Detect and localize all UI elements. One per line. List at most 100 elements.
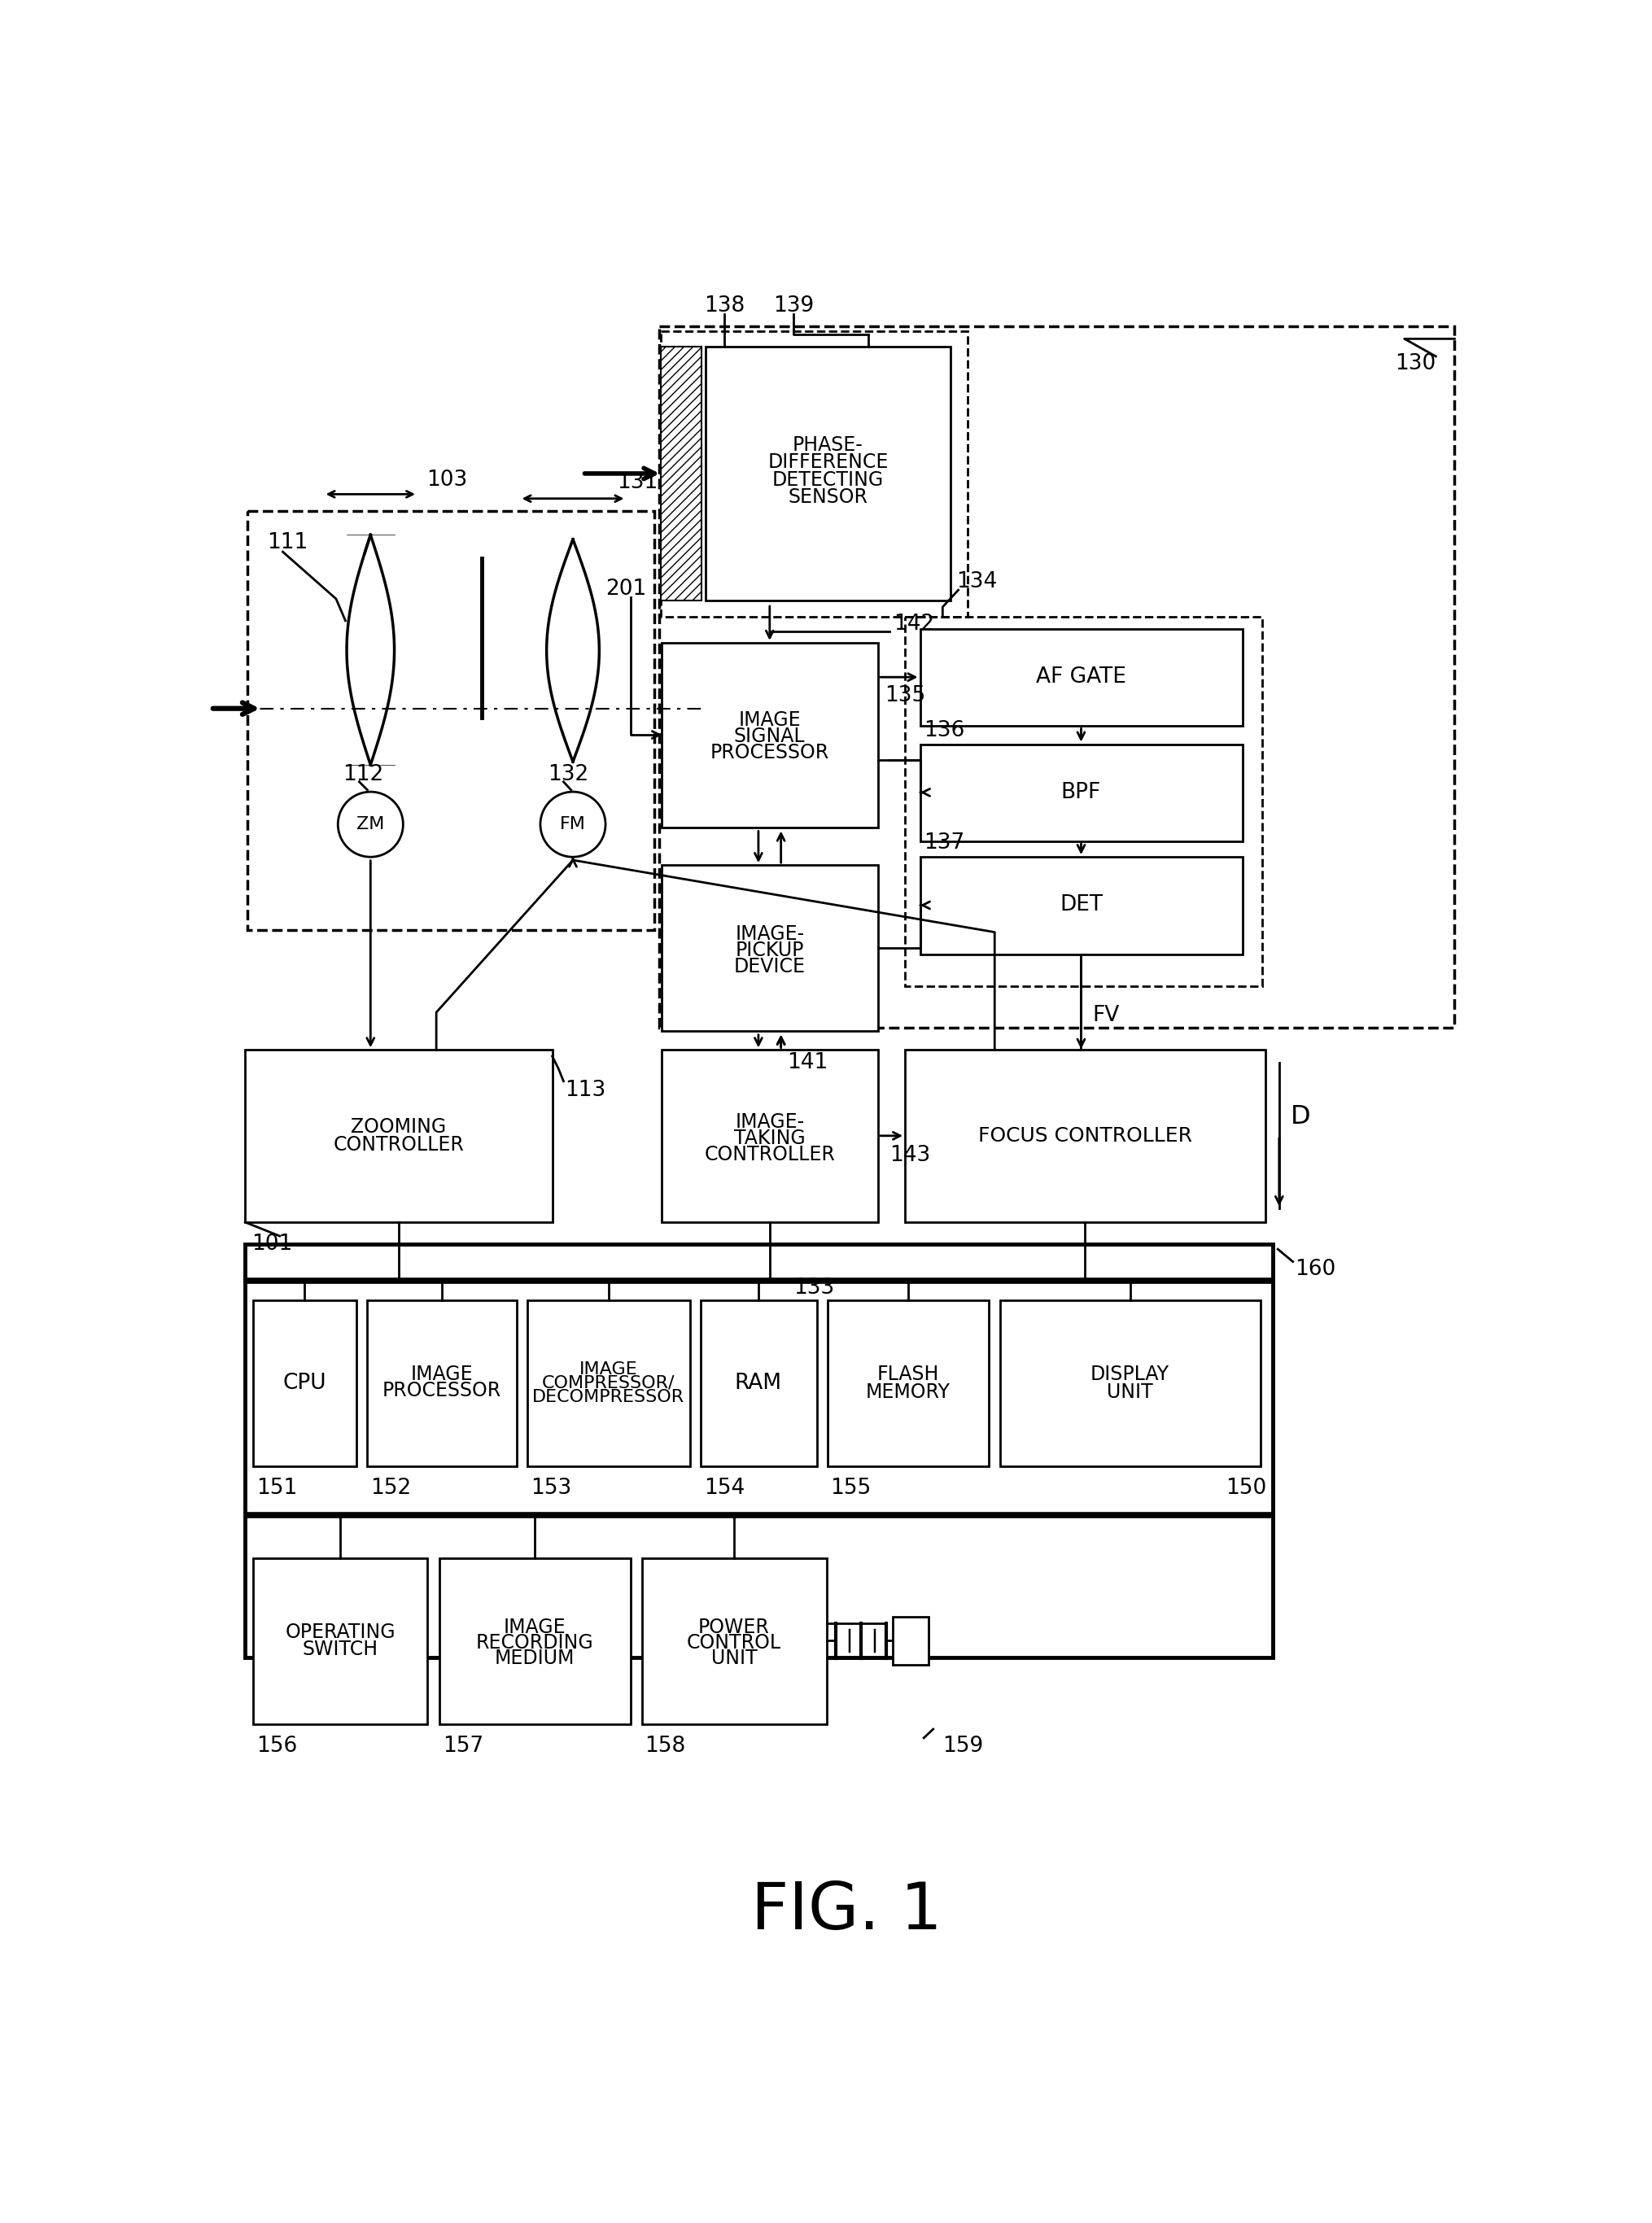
Text: 135: 135 <box>884 685 925 707</box>
Text: D: D <box>1290 1105 1310 1129</box>
Text: PHASE-: PHASE- <box>793 436 862 453</box>
Text: CONTROL: CONTROL <box>686 1634 781 1652</box>
Text: 160: 160 <box>1294 1258 1335 1280</box>
Text: 131: 131 <box>616 471 657 494</box>
Bar <box>253 1558 428 1725</box>
Text: 150: 150 <box>1226 1478 1265 1498</box>
Text: 132: 132 <box>547 765 588 785</box>
Circle shape <box>337 791 403 856</box>
Text: FIG. 1: FIG. 1 <box>752 1881 942 1943</box>
Text: 137: 137 <box>923 834 965 854</box>
Text: FV: FV <box>1092 1005 1118 1027</box>
Text: IMAGE-: IMAGE- <box>735 925 805 945</box>
Text: COMPRESSOR/: COMPRESSOR/ <box>542 1376 674 1392</box>
Text: IMAGE: IMAGE <box>738 709 801 729</box>
Bar <box>253 1300 357 1467</box>
Bar <box>700 1300 816 1467</box>
Text: 112: 112 <box>342 765 383 785</box>
Text: UNIT: UNIT <box>1107 1383 1153 1403</box>
Bar <box>244 1049 552 1223</box>
Bar <box>246 511 654 929</box>
Bar <box>920 856 1242 954</box>
Text: SWITCH: SWITCH <box>302 1641 378 1658</box>
Bar <box>705 347 950 600</box>
Text: 155: 155 <box>829 1478 871 1498</box>
Text: 156: 156 <box>256 1736 297 1756</box>
Bar <box>920 629 1242 727</box>
Text: SIGNAL: SIGNAL <box>733 727 805 745</box>
Text: 159: 159 <box>942 1736 983 1756</box>
Text: DET: DET <box>1059 894 1102 916</box>
Text: IMAGE: IMAGE <box>504 1616 565 1636</box>
Bar <box>659 327 1454 1027</box>
Text: 103: 103 <box>426 469 468 491</box>
Bar <box>892 1616 928 1665</box>
Circle shape <box>540 791 605 856</box>
Bar <box>661 347 700 600</box>
Text: 153: 153 <box>530 1478 572 1498</box>
Text: 139: 139 <box>773 296 813 318</box>
Text: CONTROLLER: CONTROLLER <box>704 1145 834 1165</box>
Text: AF GATE: AF GATE <box>1036 667 1125 687</box>
Text: 130: 130 <box>1394 353 1436 373</box>
Text: RECORDING: RECORDING <box>476 1634 593 1652</box>
Text: BPF: BPF <box>1061 782 1100 803</box>
Bar <box>661 642 877 827</box>
Text: FLASH: FLASH <box>877 1365 938 1385</box>
Text: TAKING: TAKING <box>733 1129 805 1147</box>
Text: 143: 143 <box>889 1145 930 1167</box>
Bar <box>920 745 1242 840</box>
Bar <box>244 1245 1272 1658</box>
Text: 158: 158 <box>644 1736 686 1756</box>
Text: ZOOMING: ZOOMING <box>350 1118 446 1136</box>
Text: OPERATING: OPERATING <box>286 1623 395 1643</box>
Bar <box>661 865 877 1031</box>
Text: UNIT: UNIT <box>710 1649 757 1667</box>
Text: DIFFERENCE: DIFFERENCE <box>767 453 887 471</box>
Text: 136: 136 <box>923 720 965 740</box>
Bar <box>905 616 1262 987</box>
Text: PICKUP: PICKUP <box>735 940 803 960</box>
Text: 133: 133 <box>793 1278 834 1298</box>
Text: MEDIUM: MEDIUM <box>494 1649 575 1667</box>
Text: DISPLAY: DISPLAY <box>1090 1365 1170 1385</box>
Text: CONTROLLER: CONTROLLER <box>334 1134 464 1154</box>
Text: POWER: POWER <box>697 1616 770 1636</box>
Bar <box>661 1049 877 1223</box>
Text: 141: 141 <box>786 1051 828 1074</box>
Text: ZM: ZM <box>357 816 385 834</box>
Text: IMAGE-: IMAGE- <box>735 1112 805 1132</box>
Text: DETECTING: DETECTING <box>771 469 884 489</box>
Text: 154: 154 <box>704 1478 745 1498</box>
Text: 151: 151 <box>256 1478 297 1498</box>
Text: FOCUS CONTROLLER: FOCUS CONTROLLER <box>978 1127 1191 1145</box>
Text: PROCESSOR: PROCESSOR <box>382 1380 501 1400</box>
Text: SENSOR: SENSOR <box>788 487 867 507</box>
Text: IMAGE: IMAGE <box>580 1360 638 1378</box>
Text: FM: FM <box>560 816 585 834</box>
Text: MEMORY: MEMORY <box>866 1383 950 1403</box>
Text: 111: 111 <box>268 531 307 554</box>
Bar <box>905 1049 1265 1223</box>
Text: 201: 201 <box>605 578 646 600</box>
Bar <box>641 1558 826 1725</box>
Bar <box>527 1300 691 1467</box>
Text: DECOMPRESSOR: DECOMPRESSOR <box>532 1389 684 1405</box>
Text: 113: 113 <box>565 1080 605 1100</box>
Text: 138: 138 <box>704 296 745 318</box>
Bar <box>828 1300 988 1467</box>
Text: 134: 134 <box>957 571 998 594</box>
Text: RAM: RAM <box>735 1372 781 1394</box>
Text: 152: 152 <box>370 1478 411 1498</box>
Text: 142: 142 <box>894 614 933 634</box>
Bar <box>367 1300 517 1467</box>
Bar <box>661 331 966 616</box>
Bar <box>999 1300 1260 1467</box>
Text: 157: 157 <box>443 1736 484 1756</box>
Text: DEVICE: DEVICE <box>733 956 805 976</box>
Text: CPU: CPU <box>282 1372 327 1394</box>
Bar <box>439 1558 631 1725</box>
Text: IMAGE: IMAGE <box>411 1365 472 1385</box>
Text: 101: 101 <box>251 1234 292 1254</box>
Text: PROCESSOR: PROCESSOR <box>710 742 829 762</box>
